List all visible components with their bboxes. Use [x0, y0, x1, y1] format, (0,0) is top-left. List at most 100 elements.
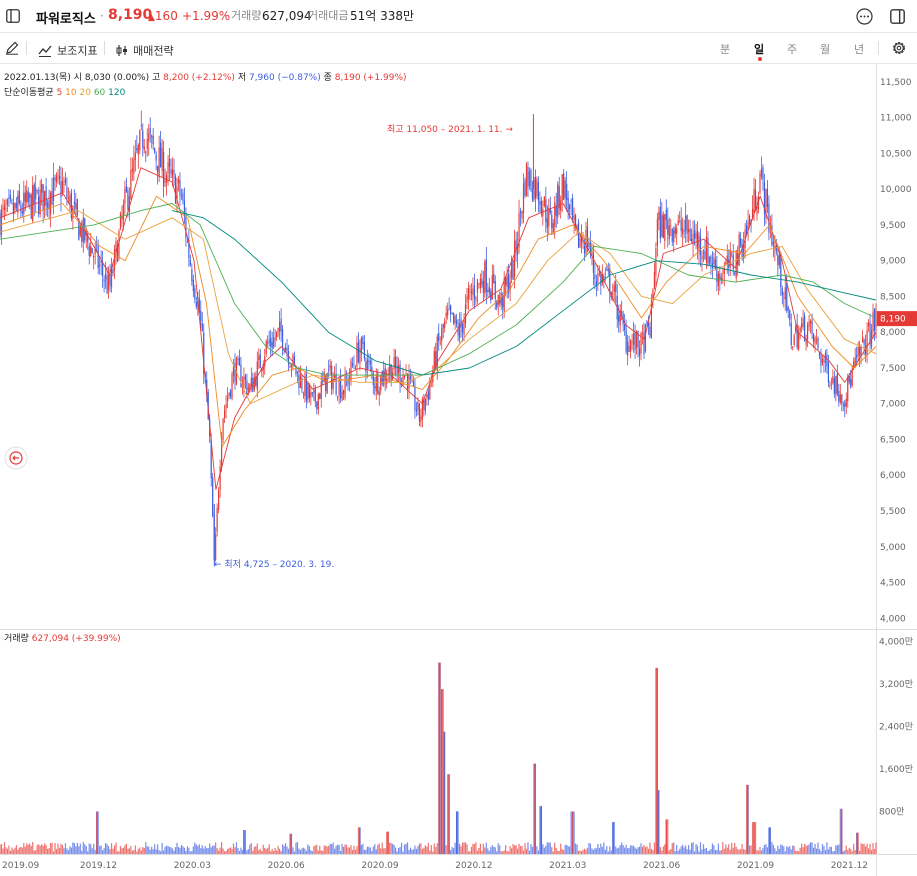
gear-icon[interactable]: [891, 40, 907, 56]
candle-body: [256, 361, 258, 390]
volume-bar: [853, 843, 855, 854]
volume-bar: [412, 849, 415, 854]
candle-body: [0, 209, 3, 235]
volume-bar: [795, 851, 797, 854]
volume-bar: [145, 842, 147, 854]
candle-body: [174, 176, 177, 204]
candle-body: [384, 368, 386, 381]
volume-bar: [110, 843, 113, 854]
ohlc-info-line: 2022.01.13(목) 시 8,030 (0.00%) 고 8,200 (+…: [4, 73, 407, 84]
expand-panel-icon[interactable]: [890, 9, 905, 24]
candle-body: [597, 273, 599, 283]
volume-bar: [552, 851, 554, 854]
candle-body: [619, 309, 621, 326]
timeframe-month[interactable]: 월: [820, 43, 831, 56]
timeframe-day[interactable]: 일: [754, 43, 765, 56]
candle-body: [569, 204, 571, 210]
candle-body: [830, 383, 832, 385]
volume-bar: [673, 842, 675, 854]
ma-120-line: [171, 210, 877, 376]
volume-bar: [641, 846, 644, 854]
candle-body: [418, 403, 421, 422]
volume-bar: [130, 845, 132, 854]
candle-body: [833, 378, 835, 394]
volume-bar: [119, 846, 122, 854]
indicators-button[interactable]: 보조지표: [38, 40, 98, 59]
candle-body: [414, 386, 416, 411]
volume-bar: [88, 843, 90, 854]
candle-body: [49, 192, 52, 215]
candle-body: [350, 360, 352, 381]
candle-body: [140, 125, 142, 127]
volume-bar: [207, 848, 209, 854]
candle-body: [527, 167, 529, 188]
back-navigation-button[interactable]: [4, 446, 28, 470]
volume-bar: [0, 843, 3, 854]
candle-body: [417, 401, 419, 411]
candle-body: [337, 396, 339, 398]
max-price-annotation: 최고 11,050 – 2021. 1. 11. →: [387, 124, 513, 135]
candle-body: [395, 356, 397, 368]
candle-body: [271, 342, 273, 349]
candle-body: [607, 268, 609, 272]
candle-body: [771, 225, 773, 246]
volume-bar: [716, 849, 718, 854]
candle-body: [702, 252, 705, 254]
volume-bar: [820, 851, 822, 854]
volume-bar: [580, 851, 583, 854]
volume-bar: [280, 851, 282, 854]
candle-body: [363, 342, 365, 359]
candle-body: [600, 272, 602, 286]
price-tick-label: 4,500: [880, 579, 906, 589]
candle-body: [647, 323, 650, 326]
price-tick-label: 11,000: [880, 114, 912, 124]
candle-body: [347, 379, 349, 386]
volume-bar: [873, 849, 876, 854]
candle-body: [725, 262, 727, 265]
candle-body: [723, 268, 725, 275]
volume-bar: [152, 849, 154, 854]
candle-body: [21, 211, 23, 214]
candle-body: [494, 281, 496, 299]
candle-body: [695, 233, 697, 240]
sidebar-toggle-icon[interactable]: [6, 9, 20, 23]
toolbar-divider: [26, 41, 27, 55]
volume-bar: [204, 846, 206, 854]
moving-average-legend[interactable]: 단순이동평균 5 10 20 60 120: [4, 88, 125, 99]
volume-bar: [615, 846, 617, 854]
volume-bar: [170, 847, 172, 854]
volume-bar: [305, 850, 307, 854]
timeframe-minute[interactable]: 분: [720, 43, 731, 56]
volume-bar: [475, 842, 477, 854]
candle-body: [167, 162, 169, 174]
candle-body: [850, 379, 852, 387]
volume-bar: [247, 849, 249, 854]
volume-bar: [574, 843, 577, 854]
volume-bar: [155, 849, 157, 854]
timeframe-year[interactable]: 년: [854, 43, 865, 56]
pencil-icon[interactable]: [5, 41, 19, 55]
candle-body: [322, 379, 324, 382]
volume-bar: [337, 844, 339, 854]
candle-body: [802, 318, 804, 327]
candle-body: [20, 205, 22, 212]
volume-bar: [805, 845, 807, 854]
strategy-button[interactable]: 매매전략: [116, 40, 174, 59]
candle-body: [280, 318, 282, 332]
volume-bar: [467, 851, 470, 854]
more-options-icon[interactable]: [856, 8, 873, 25]
candle-body: [530, 169, 532, 191]
volume-bar: [664, 844, 666, 854]
candle-body: [145, 151, 147, 153]
candle-body: [506, 276, 508, 287]
candle-body: [130, 170, 132, 200]
candle-body: [186, 241, 188, 243]
candle-body: [128, 196, 130, 213]
volume-bar: [624, 847, 626, 854]
volume-bar: [613, 822, 615, 854]
moving-average-lines: [0, 167, 877, 490]
candle-body: [500, 292, 502, 306]
stock-chart[interactable]: 11,500 11,000 10,500 10,000 9,500 9,000 8,500 8…: [0, 64, 917, 876]
volume-bar: [82, 842, 84, 854]
timeframe-week[interactable]: 주: [787, 43, 798, 56]
